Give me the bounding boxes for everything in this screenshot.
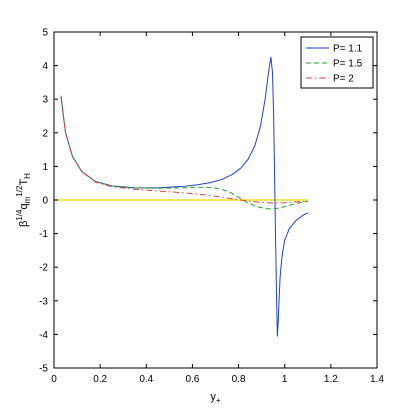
y-tick-label: 2 bbox=[42, 128, 48, 139]
y-tick-label: -1 bbox=[39, 229, 48, 240]
x-tick-label: 0.6 bbox=[185, 374, 199, 385]
y-axis-label-beta: β bbox=[18, 221, 30, 227]
y-axis-label-q: q bbox=[18, 203, 30, 209]
y-tick-label: 0 bbox=[42, 196, 48, 207]
x-tick-label: 0.4 bbox=[139, 374, 153, 385]
series-line-2 bbox=[60, 95, 308, 204]
x-axis-label: y+ bbox=[210, 391, 221, 405]
legend: P= 1.1 P= 1.5 P= 2 bbox=[300, 36, 374, 89]
y-axis-label-T: T bbox=[18, 179, 30, 186]
ticks-layer bbox=[53, 31, 378, 369]
y-tick-label: -4 bbox=[39, 330, 48, 341]
y-axis-label-sub-T: H bbox=[23, 173, 32, 179]
x-axis-label-sub: + bbox=[216, 396, 221, 405]
y-axis-label-sub-q: m bbox=[23, 196, 32, 203]
y-tick-label: 1 bbox=[42, 162, 48, 173]
legend-label: P= 1.5 bbox=[333, 59, 363, 70]
x-tick-label: 0.8 bbox=[232, 374, 246, 385]
y-tick-label: -5 bbox=[39, 364, 48, 375]
y-tick-label: 5 bbox=[42, 28, 48, 39]
y-tick-label: -2 bbox=[39, 263, 48, 274]
x-tick-label: 1 bbox=[282, 374, 288, 385]
y-tick-label: 3 bbox=[42, 95, 48, 106]
y-axis-label-exp1: 1/4 bbox=[15, 209, 24, 221]
x-tick-label: 1.2 bbox=[324, 374, 338, 385]
x-tick-label: 1.4 bbox=[370, 374, 384, 385]
y-axis-label-exp2: 1/2 bbox=[15, 185, 24, 197]
series-layer bbox=[54, 56, 309, 337]
legend-box bbox=[300, 36, 374, 89]
labels-layer: 0 0.2 0.4 0.6 0.8 1 1.2 1.4 -5 -4 -3 -2 -1 0 1 2 3 4 5 bbox=[39, 28, 384, 386]
x-tick-label: 0 bbox=[51, 374, 57, 385]
legend-label: P= 2 bbox=[333, 74, 354, 85]
series-line-1 bbox=[60, 95, 308, 210]
y-tick-label: -3 bbox=[39, 296, 48, 307]
x-axis-label-main: y bbox=[210, 391, 216, 403]
y-axis-label: β1/4qm1/2TH bbox=[15, 173, 32, 227]
legend-label: P= 1.1 bbox=[333, 44, 363, 55]
y-tick-label: 4 bbox=[42, 61, 48, 72]
x-tick-label: 0.2 bbox=[93, 374, 107, 385]
